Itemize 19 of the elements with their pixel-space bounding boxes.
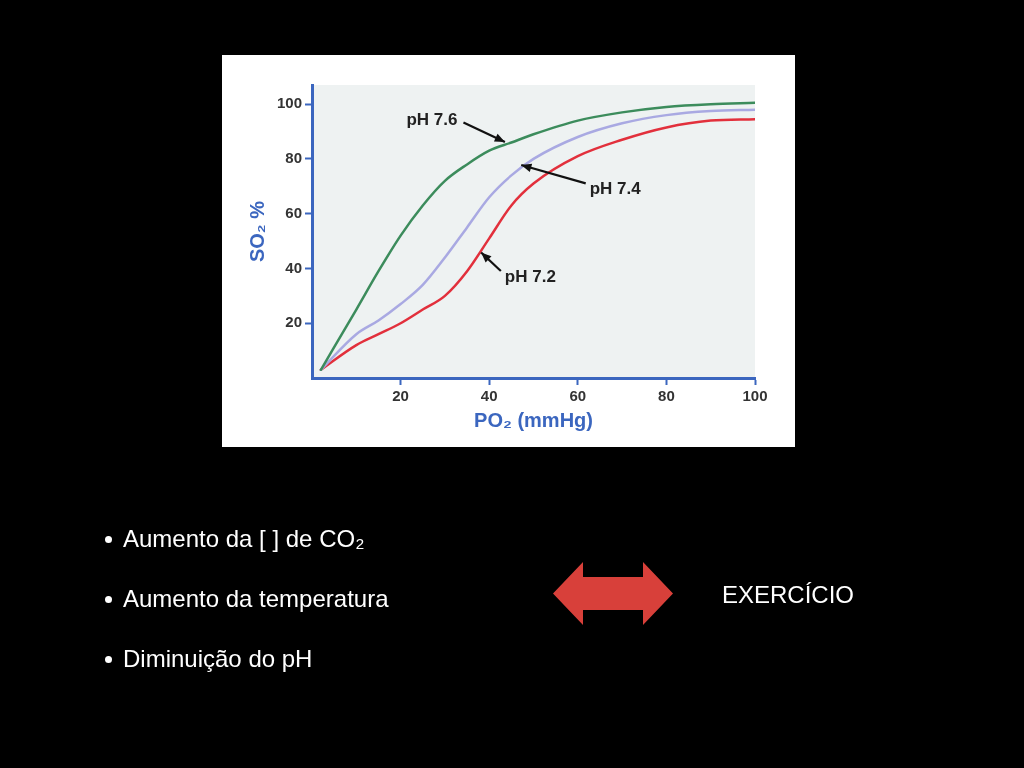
y-tick-label: 40 (285, 258, 303, 276)
text: Diminuição do pH (123, 645, 313, 673)
x-axis-title: PO₂ (mmHg) (474, 408, 593, 431)
y-tick-label: 20 (285, 313, 303, 331)
x-tick-label: 20 (392, 387, 409, 405)
x-tick-label: 60 (569, 387, 587, 405)
x-tick-label: 80 (658, 387, 675, 405)
y-axis-title: SO₂ % (245, 200, 268, 263)
y-tick-label: 80 (285, 149, 303, 167)
text: Aumento da temperatura (123, 585, 389, 613)
text: EXERCÍCIO (722, 581, 855, 609)
annotation: pH 7.2 (504, 266, 556, 286)
y-tick-label: 100 (277, 94, 303, 112)
annotation: pH 7.4 (589, 179, 642, 199)
y-tick-label: 60 (285, 203, 303, 221)
x-tick-label: 40 (480, 387, 498, 405)
text: Aumento da [ ] de CO₂ (123, 525, 365, 553)
x-tick-label: 100 (742, 387, 768, 405)
annotation: pH 7.6 (406, 110, 458, 130)
